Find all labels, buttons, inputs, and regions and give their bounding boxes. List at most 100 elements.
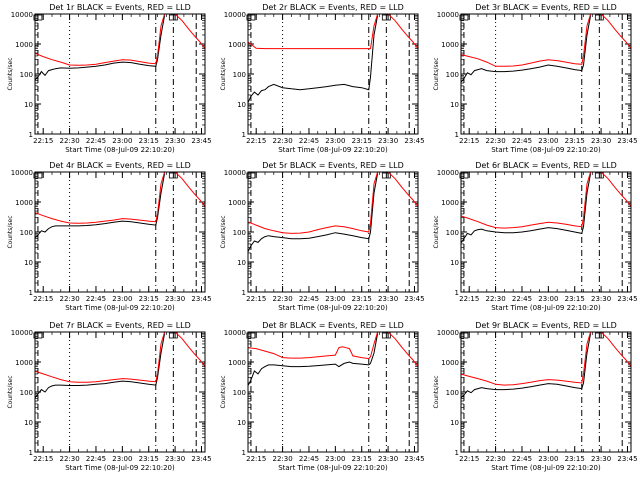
chart-title: Det 5r BLACK = Events, RED = LLD [262,161,404,170]
series-lld-line [248,332,418,367]
x-tick-label: 22:45 [299,455,319,463]
x-tick-label: 23:15 [139,137,159,145]
x-tick-label: 22:15 [246,295,266,303]
plot-frame [460,331,632,453]
y-tick-label: 10000 [437,11,459,19]
y-tick-label: 10 [24,101,33,109]
x-tick-label: 23:30 [165,295,185,303]
y-tick-label: 10 [450,419,459,427]
y-tick-label: 10 [24,419,33,427]
series-lld-line [461,332,631,386]
y-tick-label: 10000 [11,11,33,19]
y-tick-label: 10000 [437,169,459,177]
box-marker-end [594,332,604,339]
plot-frame [460,13,632,135]
x-tick-label: 23:45 [404,455,424,463]
series-lld-line [35,332,205,383]
box-marker-start [459,14,469,21]
box-marker-end [594,14,604,21]
y-tick-label: 10 [450,101,459,109]
x-tick-label: 22:15 [33,295,53,303]
x-tick-label: 23:45 [191,137,211,145]
box-marker-start [33,14,43,21]
chart-panel-5: Det 5r BLACK = Events, RED = LLD 1 10 100 10… [220,161,425,312]
series-events-line [248,333,379,387]
x-tick-label: 23:30 [591,455,611,463]
x-tick-label: 23:45 [191,295,211,303]
x-tick-label: 23:15 [565,137,585,145]
x-tick-label: 22:45 [512,137,532,145]
x-tick-label: 22:15 [459,455,479,463]
series-events-line [461,333,592,399]
x-tick-label: 22:45 [86,455,106,463]
y-tick-label: 10000 [11,329,33,337]
x-tick-label: 22:30 [59,455,79,463]
box-marker-end [381,172,391,179]
y-tick-label: 1000 [228,199,246,207]
plot-frame [34,331,206,453]
x-tick-label: 22:30 [59,137,79,145]
y-tick-label: 1000 [15,41,33,49]
y-tick-label: 100 [446,71,459,79]
box-marker-end [381,14,391,21]
x-tick-label: 23:15 [565,455,585,463]
x-tick-label: 23:00 [112,455,132,463]
y-tick-label: 1000 [228,359,246,367]
x-tick-label: 22:30 [485,295,505,303]
y-tick-label: 1 [29,289,33,297]
y-tick-label: 10000 [437,329,459,337]
y-tick-label: 10 [237,101,246,109]
x-tick-label: 23:45 [404,137,424,145]
x-tick-label: 23:00 [538,295,558,303]
series-events-line [35,333,166,399]
y-tick-label: 10 [237,419,246,427]
x-axis-label: Start Time (08-Jul-09 22:10:20) [278,464,388,472]
x-tick-label: 23:30 [591,295,611,303]
chart-panel-4: Det 4r BLACK = Events, RED = LLD 1 10 100 10… [7,161,212,312]
y-tick-label: 1 [455,131,459,139]
series-events-line [248,173,379,253]
series-lld-line [461,14,631,67]
x-tick-label: 23:45 [191,455,211,463]
y-tick-label: 100 [20,229,33,237]
x-tick-label: 23:30 [591,137,611,145]
x-tick-label: 23:15 [139,455,159,463]
y-tick-label: 10000 [224,329,246,337]
y-tick-label: 10 [450,259,459,267]
series-lld-line [35,172,205,224]
x-tick-label: 22:15 [33,137,53,145]
box-marker-start [33,172,43,179]
x-tick-label: 23:00 [112,137,132,145]
x-tick-label: 23:45 [617,295,637,303]
y-tick-label: 100 [233,389,246,397]
chart-title: Det 9r BLACK = Events, RED = LLD [475,321,617,330]
y-tick-label: 100 [20,389,33,397]
chart-panel-9: Det 9r BLACK = Events, RED = LLD 1 10 100 10… [433,321,638,472]
x-tick-label: 23:15 [352,295,372,303]
y-axis-label: Counts/sec [220,57,227,90]
y-tick-label: 1 [455,449,459,457]
series-lld-line [248,172,418,234]
y-axis-label: Counts/sec [433,215,440,248]
x-axis-label: Start Time (08-Jul-09 22:10:20) [491,464,601,472]
box-marker-start [246,172,256,179]
chart-title: Det 8r BLACK = Events, RED = LLD [262,321,404,330]
x-tick-label: 23:45 [617,137,637,145]
chart-title: Det 4r BLACK = Events, RED = LLD [49,161,191,170]
x-tick-label: 23:30 [378,455,398,463]
y-tick-label: 1 [455,289,459,297]
chart-panel-6: Det 6r BLACK = Events, RED = LLD 1 10 100 10… [433,161,638,312]
series-events-line [35,173,166,239]
x-tick-label: 22:30 [485,137,505,145]
box-marker-start [33,332,43,339]
y-axis-label: Counts/sec [433,375,440,408]
x-axis-label: Start Time (08-Jul-09 22:10:20) [491,146,601,154]
y-tick-label: 1000 [15,199,33,207]
y-tick-label: 1000 [228,41,246,49]
series-events-line [461,15,592,84]
y-tick-label: 1 [29,131,33,139]
x-tick-label: 22:15 [459,295,479,303]
x-tick-label: 23:15 [565,295,585,303]
x-tick-label: 23:45 [404,295,424,303]
x-tick-label: 22:30 [272,137,292,145]
